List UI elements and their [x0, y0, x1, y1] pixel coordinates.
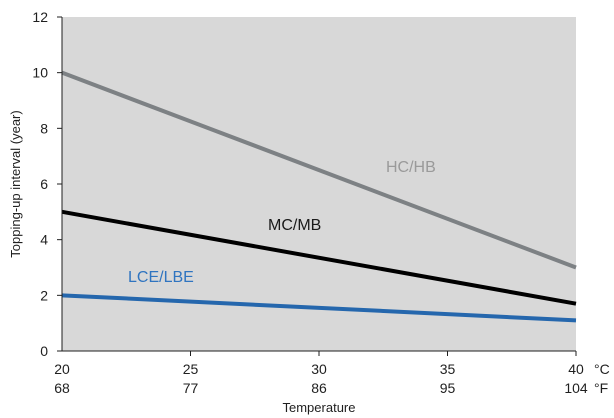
x-unit-fahrenheit: °F — [594, 380, 608, 396]
x-tick-label-fahrenheit: 86 — [311, 380, 327, 396]
series-label-hc-hb: HC/HB — [386, 159, 436, 176]
y-ticks: 0 2 4 6 8 10 12 — [32, 9, 62, 359]
series-label-lce-lbe: LCE/LBE — [128, 269, 194, 286]
y-tick-label: 8 — [40, 120, 48, 136]
series-layer — [61, 70, 577, 323]
series-line-hc-hb — [61, 70, 577, 270]
x-tick-label-fahrenheit: 68 — [54, 380, 70, 396]
y-tick-label: 4 — [40, 232, 48, 248]
y-axis-title: Topping-up interval (year) — [8, 110, 23, 257]
y-tick-label: 2 — [40, 287, 48, 303]
y-tick-label: 6 — [40, 176, 48, 192]
x-unit-celsius: °C — [594, 361, 610, 377]
x-tick-label-celsius: 40 — [568, 361, 584, 377]
y-tick-label: 10 — [32, 65, 48, 81]
x-tick-label-celsius: 30 — [311, 361, 327, 377]
x-tick-label-fahrenheit: 77 — [183, 380, 199, 396]
x-ticks: 20 68 25 77 30 86 35 95 40 104 — [54, 351, 588, 396]
x-tick-label-celsius: 35 — [440, 361, 456, 377]
series-line-lce-lbe — [61, 293, 577, 323]
y-tick-label: 0 — [40, 343, 48, 359]
series-line-mc-mb — [61, 209, 577, 306]
x-tick-label-fahrenheit: 95 — [440, 380, 456, 396]
x-tick-label-fahrenheit: 104 — [564, 380, 588, 396]
x-tick-label-celsius: 25 — [183, 361, 199, 377]
plot-background — [62, 17, 576, 351]
x-tick-label-celsius: 20 — [54, 361, 70, 377]
x-axis-title: Temperature — [283, 400, 356, 415]
series-label-mc-mb: MC/MB — [268, 217, 321, 234]
y-tick-label: 12 — [32, 9, 48, 25]
